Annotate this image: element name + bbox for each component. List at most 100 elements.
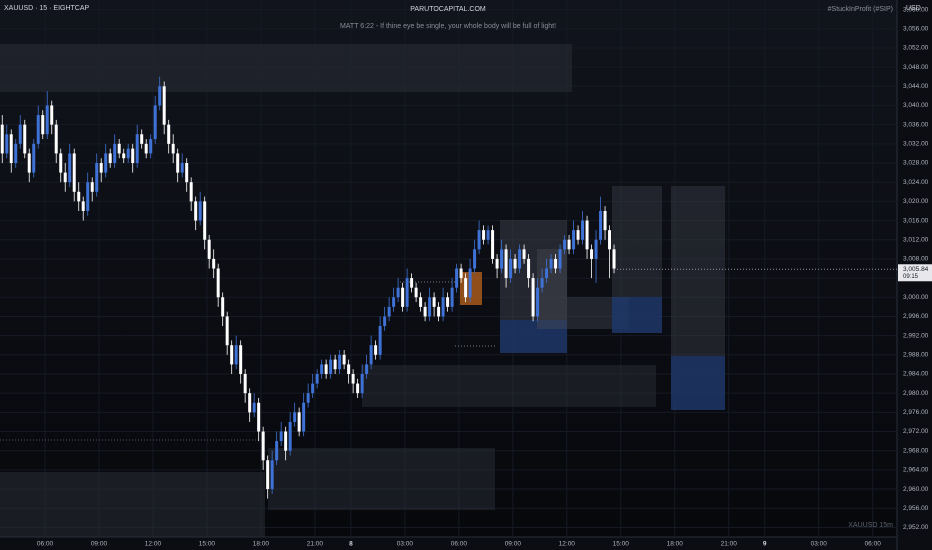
candle-body (347, 364, 351, 374)
zone (268, 448, 495, 510)
symbol: XAUUSD · 15 · EIGHTCAP (4, 5, 90, 12)
y-tick-label: 2,964.00 (903, 467, 929, 474)
time-axis (0, 537, 897, 550)
watermark: XAUUSD 15m (848, 522, 893, 529)
candle-body (536, 287, 540, 317)
candle-body (126, 148, 130, 159)
x-tick-label: 06:00 (37, 541, 54, 548)
candle-body (72, 153, 76, 192)
candle-body (558, 249, 562, 269)
y-tick-label: 2,952.00 (903, 524, 929, 531)
candle-body (41, 115, 45, 135)
candle-body (257, 402, 261, 432)
y-tick-label: 2,988.00 (903, 352, 929, 359)
candle-body (531, 278, 535, 317)
y-tick-label: 2,972.00 (903, 428, 929, 435)
candle-body (410, 278, 414, 288)
candle-body (491, 230, 495, 259)
candle-body (342, 354, 346, 365)
candle-body (527, 258, 531, 279)
candle-body (243, 373, 247, 394)
y-tick-label: 2,976.00 (903, 409, 929, 416)
candle-body (500, 249, 504, 269)
candle-body (221, 297, 225, 317)
candle-body (275, 441, 279, 461)
candle-body (333, 359, 337, 370)
candle-body (77, 191, 81, 202)
candle-body (383, 316, 387, 327)
candle-body (36, 115, 40, 144)
candle-body (464, 278, 468, 298)
candle-body (563, 239, 567, 250)
candle-body (311, 383, 315, 394)
candle-body (171, 143, 175, 154)
candle-body (320, 364, 324, 374)
candle-body (0, 124, 4, 154)
candle-body (45, 105, 49, 135)
y-tick-label: 3,000.00 (903, 294, 929, 301)
tag: #StuckInProfit (#SIP) (828, 6, 893, 13)
candle-body (198, 201, 202, 221)
x-tick-label: 06:00 (865, 541, 882, 548)
candle-body (68, 153, 72, 183)
candle-body (86, 182, 90, 211)
x-tick-label: 21:00 (307, 541, 324, 548)
x-tick-label: 8 (349, 541, 353, 548)
candle-body (32, 143, 36, 173)
candle-body (495, 258, 499, 269)
x-tick-label: 15:00 (613, 541, 630, 548)
x-tick-label: 18:00 (667, 541, 684, 548)
candle-body (23, 124, 27, 154)
candles (0, 76, 616, 499)
candle-body (567, 239, 571, 250)
candle-body (144, 143, 148, 154)
y-tick-label: 2,980.00 (903, 390, 929, 397)
candle-body (293, 412, 297, 422)
candle-body (446, 297, 450, 307)
candle-body (194, 201, 198, 221)
candle-body (234, 345, 238, 365)
candle-body (518, 249, 522, 269)
candle-body (603, 210, 607, 231)
candle-body (117, 143, 121, 154)
candle-body (576, 230, 580, 240)
candle-body (54, 124, 58, 154)
candle-body (387, 306, 391, 317)
candle-body (122, 153, 126, 159)
last-price-box (898, 264, 932, 282)
candle-body (590, 249, 594, 259)
y-tick-label: 3,052.00 (903, 45, 929, 52)
y-tick-label: 3,032.00 (903, 141, 929, 148)
y-tick-label: 2,956.00 (903, 505, 929, 512)
y-tick-label: 2,960.00 (903, 486, 929, 493)
candle-body (149, 139, 153, 154)
y-tick-label: 3,040.00 (903, 102, 929, 109)
x-tick-label: 12:00 (559, 541, 576, 548)
y-tick-label: 3,016.00 (903, 217, 929, 224)
candle-body (225, 316, 229, 346)
candle-body (405, 278, 409, 307)
zone (671, 356, 725, 410)
candle-body (608, 230, 612, 250)
candle-body (432, 297, 436, 307)
y-tick-label: 3,008.00 (903, 256, 929, 263)
candle-body (153, 105, 157, 140)
candle-body (212, 258, 216, 269)
candle-body (230, 345, 234, 365)
candle-body (284, 431, 288, 451)
candle-body (504, 249, 508, 279)
candle-body (482, 230, 486, 240)
x-tick-label: 9 (763, 541, 767, 548)
candle-body (374, 345, 378, 355)
candle-body (279, 431, 283, 442)
candle-body (329, 359, 333, 374)
zone (0, 44, 572, 92)
candle-body (176, 153, 180, 173)
x-tick-label: 03:00 (397, 541, 414, 548)
candle-body (360, 373, 364, 394)
candle-body (581, 220, 585, 240)
candle-body (266, 460, 270, 490)
candle-body (522, 249, 526, 259)
zone (612, 297, 662, 333)
